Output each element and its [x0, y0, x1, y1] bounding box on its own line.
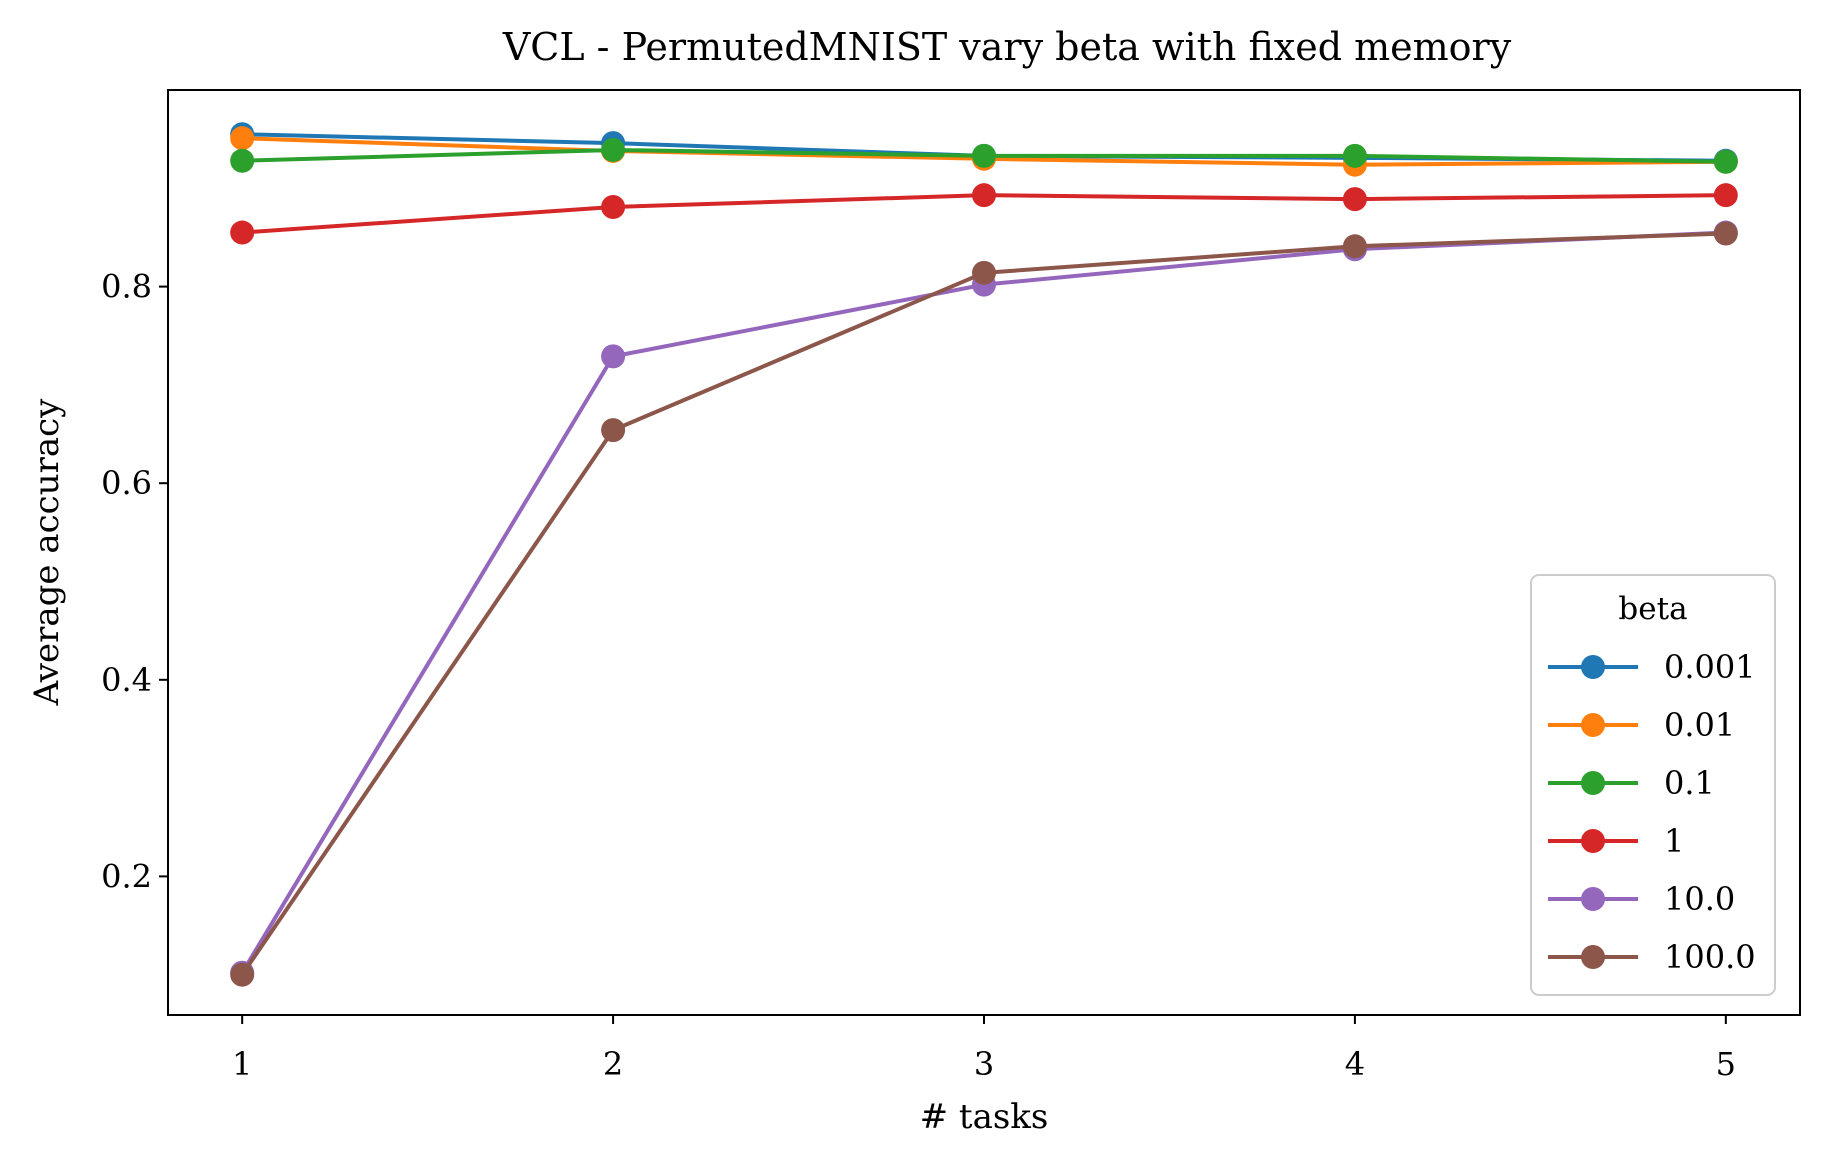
series-layer — [230, 122, 1738, 987]
data-point — [1713, 221, 1738, 246]
x-tick-label: 5 — [1716, 1045, 1736, 1083]
x-tick-label: 4 — [1345, 1045, 1365, 1083]
data-point — [230, 126, 255, 151]
legend-marker — [1581, 655, 1605, 679]
data-point — [972, 143, 996, 168]
data-point — [230, 148, 255, 173]
data-point — [601, 137, 626, 162]
legend: beta 0.001 0.01 0.1 1 10.0 100.0 — [1530, 574, 1776, 996]
legend-entry: 0.01 — [1548, 706, 1735, 744]
legend-label: 0.01 — [1664, 706, 1735, 744]
chart-title: VCL - PermutedMNIST vary beta with fixed… — [502, 25, 1512, 69]
legend-marker — [1581, 771, 1605, 795]
series-2 — [230, 137, 1738, 174]
legend-entry: 1 — [1548, 822, 1684, 860]
y-axis-label: Average accuracy — [27, 398, 67, 707]
y-axis: 0.2 0.4 0.6 0.8 — [101, 268, 168, 895]
x-axis-label: # tasks — [920, 1097, 1049, 1137]
legend-label: 100.0 — [1664, 938, 1756, 976]
x-tick-label: 1 — [232, 1045, 252, 1083]
data-point — [230, 962, 255, 987]
legend-entry: 10.0 — [1548, 880, 1735, 918]
data-point — [972, 260, 996, 285]
plot-frame — [167, 89, 1801, 1016]
legend-title: beta — [1618, 591, 1687, 627]
series-5 — [230, 221, 1738, 987]
legend-label: 10.0 — [1664, 880, 1735, 918]
x-axis: 1 2 3 4 5 — [232, 1015, 1736, 1083]
legend-marker — [1581, 945, 1605, 969]
data-point — [1713, 183, 1738, 208]
plot-area — [167, 89, 1801, 1016]
series-3 — [230, 183, 1738, 245]
data-point — [972, 183, 996, 208]
y-tick-label: 0.6 — [101, 464, 152, 502]
legend-entry: 100.0 — [1548, 938, 1756, 976]
data-point — [1342, 143, 1367, 168]
legend-label: 0.1 — [1664, 764, 1715, 802]
y-tick-label: 0.2 — [101, 857, 152, 895]
data-point — [1342, 234, 1367, 259]
legend-entry: 0.001 — [1548, 648, 1756, 686]
legend-label: 0.001 — [1664, 648, 1756, 686]
data-point — [601, 418, 626, 443]
legend-label: 1 — [1664, 822, 1684, 860]
data-point — [1342, 187, 1367, 212]
data-point — [601, 194, 626, 219]
data-point — [1713, 149, 1738, 174]
legend-marker — [1581, 829, 1605, 853]
legend-marker — [1581, 887, 1605, 911]
x-tick-label: 3 — [974, 1045, 994, 1083]
data-point — [230, 220, 255, 245]
x-tick-label: 2 — [603, 1045, 623, 1083]
legend-entries: 0.001 0.01 0.1 1 10.0 100.0 — [1548, 648, 1756, 976]
data-point — [601, 344, 626, 369]
legend-entry: 0.1 — [1548, 764, 1715, 802]
y-tick-label: 0.8 — [101, 268, 152, 306]
legend-marker — [1581, 713, 1605, 737]
y-tick-label: 0.4 — [101, 661, 152, 699]
